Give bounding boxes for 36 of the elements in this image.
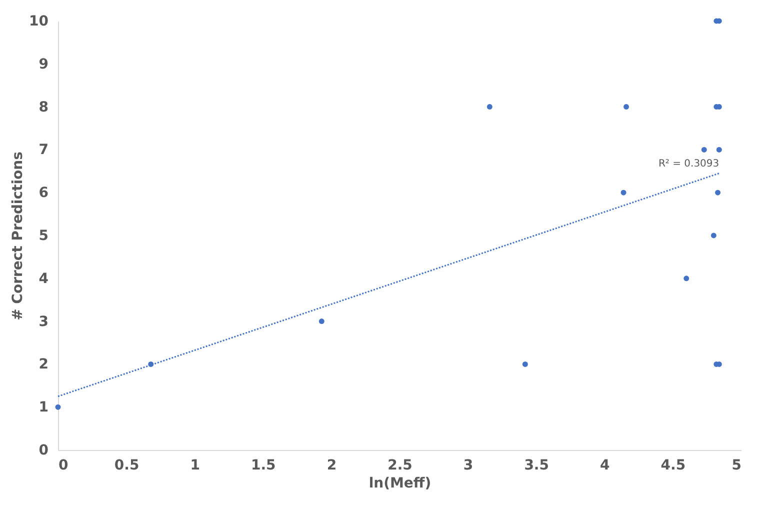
point <box>684 276 690 282</box>
x-tick-label: 2 <box>326 458 337 474</box>
annotation: R² = 0.3093 <box>658 158 720 170</box>
y-tick-label: 9 <box>38 56 48 72</box>
x-axis-title: ln(Meff) <box>368 476 432 492</box>
y-tick-label: 2 <box>38 356 48 373</box>
point <box>318 318 324 324</box>
x-tick-label: 1.5 <box>250 458 276 474</box>
x-tick-label: 4 <box>600 458 610 474</box>
y-tick-label: 10 <box>29 14 49 30</box>
y-tick-label: 7 <box>38 142 48 158</box>
point <box>55 404 61 410</box>
y-tick-label: 6 <box>38 185 48 202</box>
point <box>620 190 626 196</box>
y-tick-label: 0 <box>38 442 49 458</box>
x-tick-label: 4.5 <box>660 458 686 474</box>
y-tick-label: 1 <box>38 400 48 416</box>
y-axis-title: # Correct Predictions <box>10 152 26 320</box>
point <box>624 104 629 110</box>
y-tick-label: 5 <box>38 228 48 244</box>
point <box>715 190 721 196</box>
x-tick-label: 1 <box>190 458 200 474</box>
x-tick-label: 3.5 <box>524 458 550 474</box>
x-tick-label: 0 <box>58 458 68 474</box>
point <box>701 146 707 152</box>
y-tick-label: 3 <box>38 314 48 330</box>
point <box>522 361 528 367</box>
x-tick-label: 3 <box>463 458 474 474</box>
x-tick-label: 2.5 <box>388 458 412 474</box>
x-tick-label: 5 <box>732 458 742 474</box>
point <box>716 146 722 152</box>
point <box>710 232 716 238</box>
point <box>486 104 492 110</box>
y-tick-label: 4 <box>38 270 49 287</box>
y-tick-label: 8 <box>38 99 48 116</box>
x-tick-label: 0.5 <box>114 458 140 474</box>
